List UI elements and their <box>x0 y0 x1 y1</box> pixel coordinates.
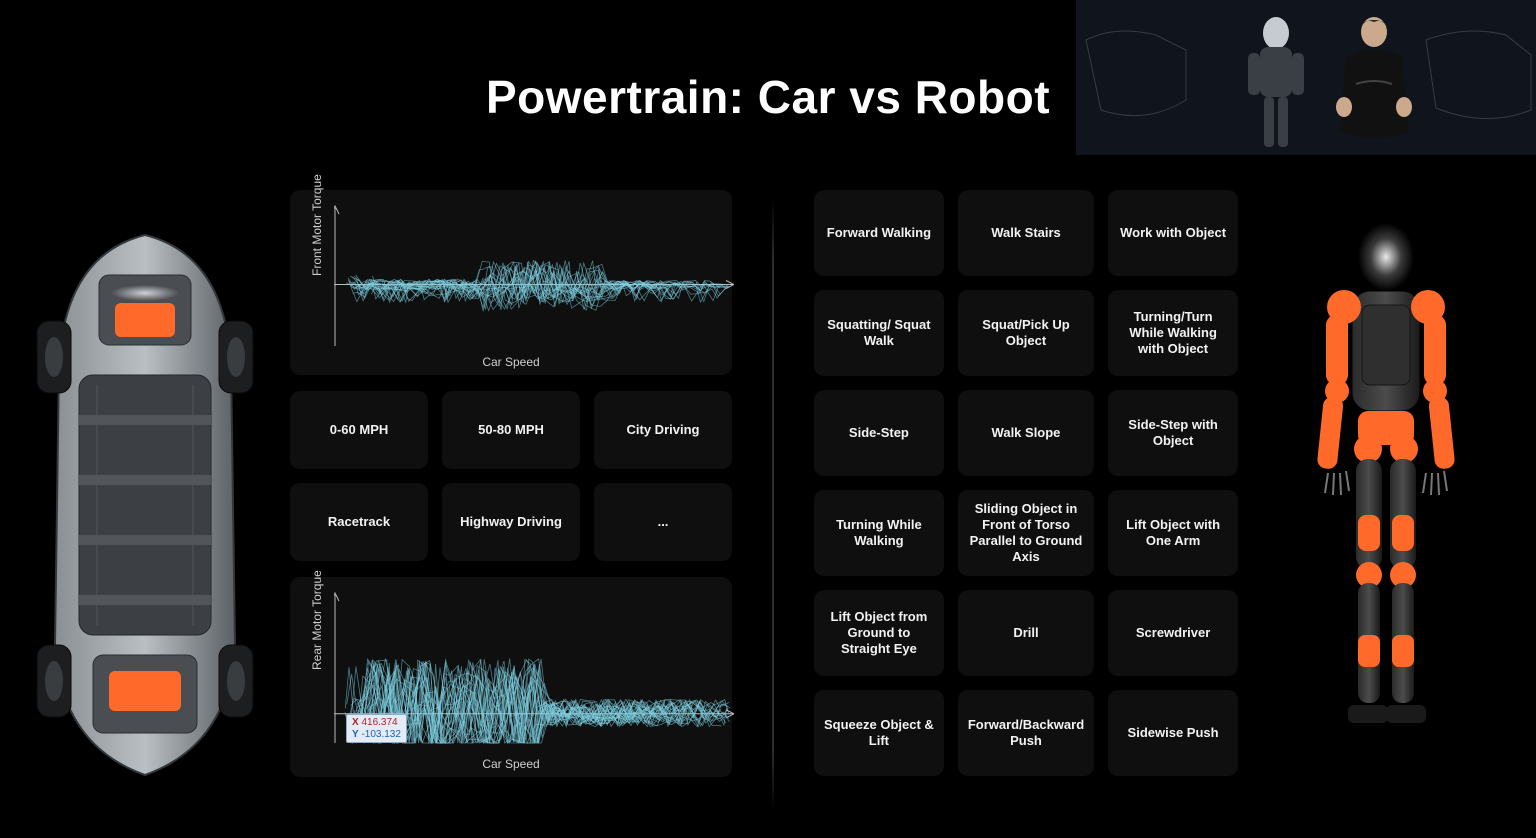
robot-tile: Walk Stairs <box>958 190 1094 276</box>
robot-tile: Lift Object from Ground to Straight Eye <box>814 590 944 676</box>
robot-tile: Squat/Pick Up Object <box>958 290 1094 376</box>
chart-xlabel: Car Speed <box>290 355 732 369</box>
robot-tile: Forward/Backward Push <box>958 690 1094 776</box>
chart-ylabel: Front Motor Torque <box>310 174 324 276</box>
readout-y-value: -103.132 <box>361 729 400 740</box>
robot-tile: Sidewise Push <box>1108 690 1238 776</box>
car-tile: Highway Driving <box>442 483 580 561</box>
robot-tiles: Forward WalkingWalk StairsWork with Obje… <box>814 190 1238 776</box>
content-row: Front Motor Torque Car Speed 0-60 MPH50-… <box>0 180 1536 830</box>
robot-illustration <box>1256 180 1516 830</box>
car-tile: 0-60 MPH <box>290 391 428 469</box>
slide: Powertrain: Car vs Robot <box>0 0 1536 838</box>
presenter-pip <box>1076 0 1536 155</box>
car-tile: City Driving <box>594 391 732 469</box>
robot-panel: Forward WalkingWalk StairsWork with Obje… <box>796 180 1256 830</box>
cursor-readout: X 416.374 Y -103.132 <box>346 714 407 743</box>
robot-tile: Side-Step <box>814 390 944 476</box>
readout-x-label: X <box>352 717 359 728</box>
front-torque-chart: Front Motor Torque Car Speed <box>290 190 732 375</box>
robot-tile: Side-Step with Object <box>1108 390 1238 476</box>
robot-tile: Squatting/ Squat Walk <box>814 290 944 376</box>
rear-torque-chart: Rear Motor Torque X 416.374 Y -103.132 C… <box>290 577 732 777</box>
robot-tile: Forward Walking <box>814 190 944 276</box>
chart-ylabel: Rear Motor Torque <box>310 570 324 670</box>
car-tile: 50-80 MPH <box>442 391 580 469</box>
robot-tile: Drill <box>958 590 1094 676</box>
robot-tile: Squeeze Object & Lift <box>814 690 944 776</box>
car-panel: Front Motor Torque Car Speed 0-60 MPH50-… <box>290 180 750 830</box>
divider <box>772 198 774 812</box>
robot-tile: Turning/Turn While Walking with Object <box>1108 290 1238 376</box>
car-tile: Racetrack <box>290 483 428 561</box>
robot-tile: Turning While Walking <box>814 490 944 576</box>
car-tile: ... <box>594 483 732 561</box>
chart-plot-front <box>334 202 734 352</box>
robot-tile: Screwdriver <box>1108 590 1238 676</box>
car-tiles: 0-60 MPH50-80 MPHCity Driving RacetrackHi… <box>290 391 732 561</box>
robot-tile: Sliding Object in Front of Torso Paralle… <box>958 490 1094 576</box>
robot-tile: Walk Slope <box>958 390 1094 476</box>
car-illustration <box>0 180 290 830</box>
readout-x-value: 416.374 <box>361 717 397 728</box>
robot-tile: Work with Object <box>1108 190 1238 276</box>
robot-tile: Lift Object with One Arm <box>1108 490 1238 576</box>
chart-xlabel: Car Speed <box>290 757 732 771</box>
readout-y-label: Y <box>352 729 359 740</box>
